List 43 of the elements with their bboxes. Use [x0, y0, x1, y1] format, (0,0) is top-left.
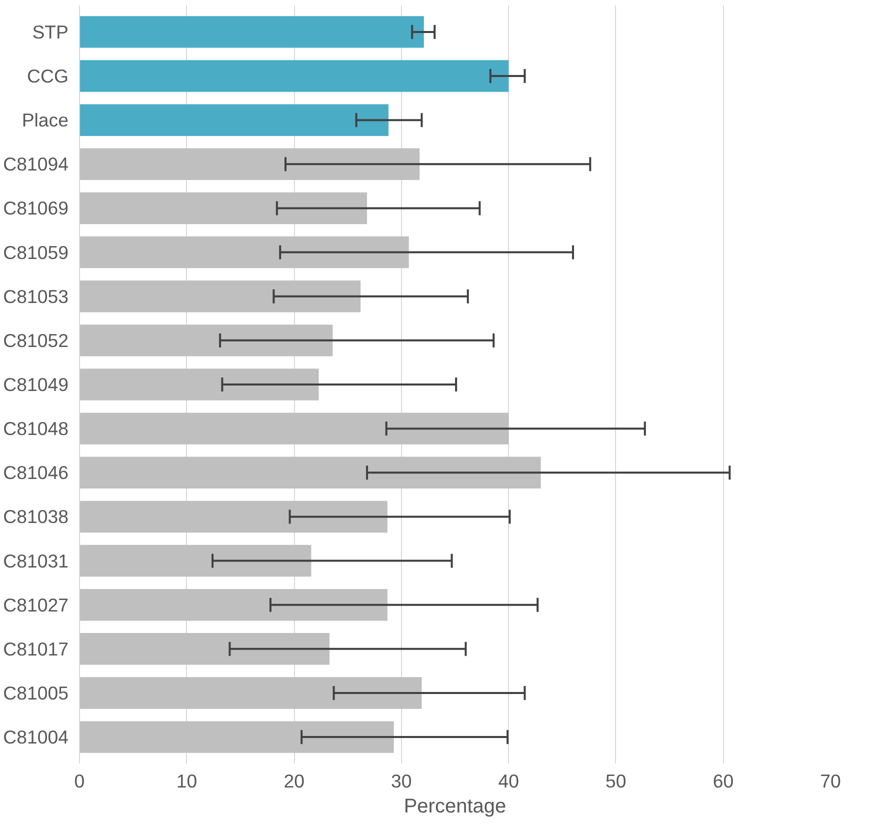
bar: [80, 280, 361, 312]
y-tick-label: C81059: [3, 242, 69, 263]
bar: [80, 236, 409, 268]
y-tick-label: C81004: [3, 726, 69, 748]
bar: [80, 412, 509, 444]
bar: [80, 60, 509, 92]
bar: [80, 324, 333, 356]
y-tick-label: C81005: [3, 682, 69, 704]
x-tick-label: 0: [74, 770, 85, 792]
x-tick-label: 50: [606, 770, 626, 792]
bar: [80, 544, 312, 577]
y-tick-label: C81046: [3, 462, 69, 484]
bar: [80, 721, 394, 753]
bar: [80, 104, 388, 136]
bar: [80, 16, 424, 48]
y-tick-label: C81094: [3, 154, 69, 175]
x-tick-label: 40: [498, 770, 520, 792]
y-tick-label: CCG: [27, 66, 69, 87]
y-tick-label: STP: [32, 21, 69, 42]
x-tick-label: 10: [176, 770, 198, 792]
bar: [80, 192, 368, 224]
bar: [80, 633, 330, 665]
bar: [80, 588, 388, 621]
bar: [80, 148, 420, 180]
bar: [80, 368, 319, 400]
x-tick-label: 30: [390, 770, 412, 792]
x-axis-title: Percentage: [404, 796, 506, 818]
y-tick-label: C81031: [3, 550, 69, 572]
x-tick-label: 60: [712, 770, 734, 792]
x-tick-label: 70: [820, 770, 841, 792]
y-tick-label: C81052: [3, 330, 69, 351]
y-tick-label: C81048: [3, 418, 69, 440]
y-tick-label: C81053: [3, 286, 69, 307]
y-tick-label: C81038: [3, 506, 69, 528]
bar: [80, 500, 388, 533]
bar: [80, 677, 422, 709]
y-tick-label: C81027: [3, 594, 69, 616]
y-tick-label: Place: [22, 110, 69, 131]
y-tick-label: C81069: [3, 198, 69, 219]
y-tick-label: C81049: [3, 374, 69, 395]
bar: [80, 456, 541, 489]
x-tick-label: 20: [284, 770, 304, 792]
y-tick-label: C81017: [3, 638, 69, 660]
